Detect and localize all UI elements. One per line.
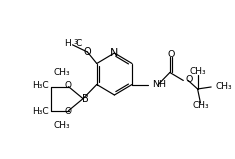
Text: N: N xyxy=(110,48,119,58)
Text: CH₃: CH₃ xyxy=(216,83,233,91)
Text: O: O xyxy=(65,81,71,90)
Text: CH₃: CH₃ xyxy=(189,67,206,76)
Text: NH: NH xyxy=(153,80,166,89)
Text: CH₃: CH₃ xyxy=(192,101,209,111)
Text: O: O xyxy=(167,50,175,59)
Text: CH₃: CH₃ xyxy=(53,121,70,130)
Text: CH₃: CH₃ xyxy=(53,68,70,77)
Text: 3: 3 xyxy=(73,39,78,45)
Text: H₃C: H₃C xyxy=(32,81,49,90)
Text: O: O xyxy=(185,75,193,84)
Text: B: B xyxy=(82,94,89,104)
Text: H: H xyxy=(64,39,70,48)
Text: O: O xyxy=(65,107,71,116)
Text: O: O xyxy=(84,47,91,56)
Text: C: C xyxy=(76,39,82,48)
Text: H₃C: H₃C xyxy=(32,107,49,116)
